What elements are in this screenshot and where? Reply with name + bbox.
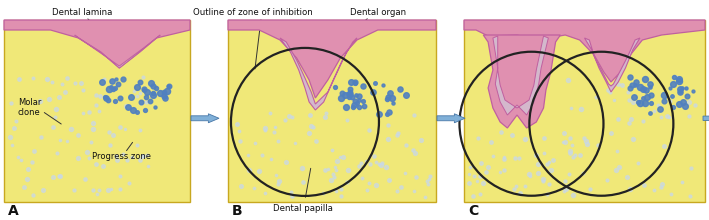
Text: Dental organ: Dental organ xyxy=(350,8,406,17)
FancyArrow shape xyxy=(703,114,709,122)
Text: A: A xyxy=(8,204,18,218)
Text: Outline of zone of inhibition: Outline of zone of inhibition xyxy=(193,8,313,17)
Text: Molar
clone: Molar clone xyxy=(18,98,41,117)
Polygon shape xyxy=(280,38,357,110)
Polygon shape xyxy=(228,20,436,98)
FancyArrow shape xyxy=(191,114,219,123)
Polygon shape xyxy=(493,36,548,115)
Text: Dental lamina: Dental lamina xyxy=(52,8,112,17)
Polygon shape xyxy=(4,20,190,68)
Text: B: B xyxy=(232,204,242,218)
Bar xyxy=(464,20,705,202)
Polygon shape xyxy=(74,35,160,68)
Bar xyxy=(4,20,190,202)
Polygon shape xyxy=(484,35,560,128)
Text: Dental papilla: Dental papilla xyxy=(273,204,333,213)
Bar xyxy=(228,20,436,202)
Text: Progress zone: Progress zone xyxy=(91,152,151,161)
FancyArrow shape xyxy=(437,114,465,123)
Text: C: C xyxy=(468,204,479,218)
Polygon shape xyxy=(584,38,640,92)
Polygon shape xyxy=(464,20,705,82)
